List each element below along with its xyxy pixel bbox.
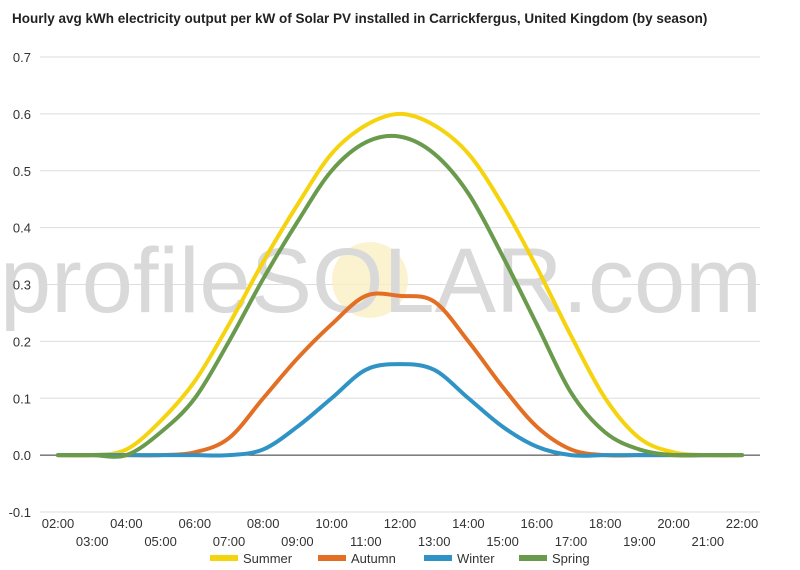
watermark-sun-icon	[332, 242, 408, 318]
x-tick-label: 15:00	[486, 534, 519, 549]
y-tick-label: 0.2	[13, 334, 31, 349]
legend-swatch	[210, 555, 238, 561]
y-tick-label: 0.6	[13, 107, 31, 122]
legend-label: Autumn	[351, 551, 396, 566]
x-tick-label: 02:00	[42, 516, 75, 531]
x-axis: 02:0003:0004:0005:0006:0007:0008:0009:00…	[42, 516, 759, 549]
x-tick-label: 18:00	[589, 516, 622, 531]
x-tick-label: 16:00	[521, 516, 554, 531]
x-tick-label: 06:00	[179, 516, 212, 531]
legend-swatch	[318, 555, 346, 561]
legend-item-spring[interactable]: Spring	[519, 551, 590, 566]
y-tick-label: 0.3	[13, 278, 31, 293]
y-tick-label: 0.1	[13, 391, 31, 406]
legend-label: Spring	[552, 551, 590, 566]
series-line-spring	[56, 133, 744, 459]
legend-item-autumn[interactable]: Autumn	[318, 551, 396, 566]
x-tick-label: 21:00	[692, 534, 725, 549]
y-tick-label: 0.0	[13, 448, 31, 463]
x-tick-label: 19:00	[623, 534, 656, 549]
y-tick-label: 0.4	[13, 221, 31, 236]
legend-swatch	[519, 555, 547, 561]
x-tick-label: 12:00	[384, 516, 417, 531]
legend-item-summer[interactable]: Summer	[210, 551, 293, 566]
x-tick-label: 03:00	[76, 534, 109, 549]
legend-swatch	[424, 555, 452, 561]
x-tick-label: 10:00	[315, 516, 348, 531]
x-tick-label: 05:00	[144, 534, 177, 549]
x-tick-label: 09:00	[281, 534, 314, 549]
legend-item-winter[interactable]: Winter	[424, 551, 495, 566]
y-axis: -0.1 0.0 0.1 0.2 0.3 0.4 0.5 0.6 0.7	[9, 50, 31, 520]
y-tick-label: 0.5	[13, 164, 31, 179]
watermark: profileSOLAR.com	[0, 230, 762, 332]
x-tick-label: 07:00	[213, 534, 246, 549]
x-tick-label: 13:00	[418, 534, 451, 549]
legend-label: Winter	[457, 551, 495, 566]
x-tick-label: 22:00	[726, 516, 759, 531]
x-tick-label: 17:00	[555, 534, 588, 549]
x-tick-label: 14:00	[452, 516, 485, 531]
chart-title: Hourly avg kWh electricity output per kW…	[12, 11, 708, 26]
x-tick-label: 04:00	[110, 516, 143, 531]
y-tick-label: -0.1	[9, 505, 31, 520]
legend-label: Summer	[243, 551, 293, 566]
x-tick-label: 20:00	[657, 516, 690, 531]
watermark-text: profileSOLAR.com	[0, 230, 762, 332]
series-line-winter	[56, 362, 744, 458]
x-tick-label: 11:00	[350, 534, 382, 549]
y-tick-label: 0.7	[13, 50, 31, 65]
x-tick-label: 08:00	[247, 516, 280, 531]
series-layer	[56, 111, 744, 459]
series-line-summer	[56, 111, 744, 458]
legend: Summer Autumn Winter Spring	[210, 551, 590, 566]
